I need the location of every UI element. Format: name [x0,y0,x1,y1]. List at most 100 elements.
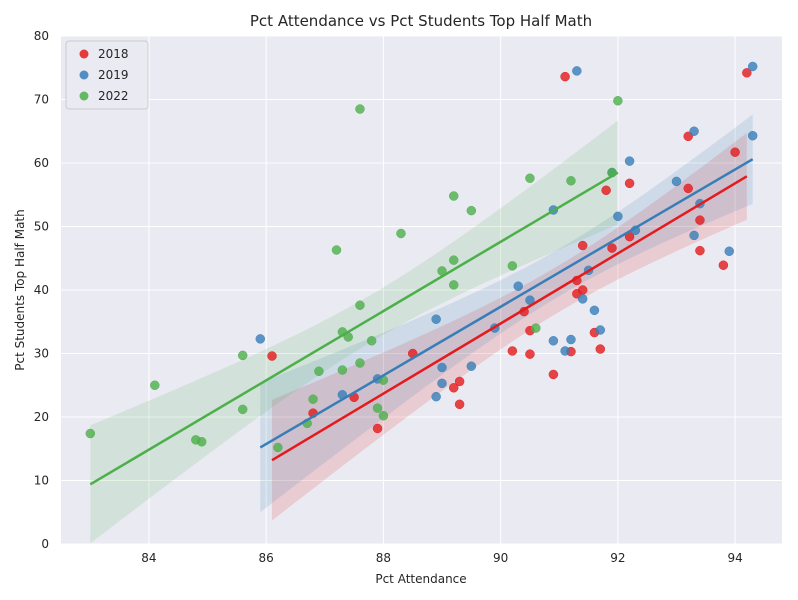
data-point-2022 [337,365,348,375]
x-axis-label: Pct Attendance [375,572,466,586]
data-point-2019 [431,314,441,324]
data-point-2019 [572,66,582,76]
data-point-2022 [613,96,623,106]
data-point-2019 [689,230,699,241]
data-point-2019 [595,325,606,335]
y-tick-label: 60 [34,156,49,170]
regression-line-2019 [259,158,754,449]
legend-marker-2018 [79,49,89,59]
x-tick-label: 90 [493,551,508,565]
legend-label-2018: 2018 [98,47,129,61]
y-tick-label: 40 [34,283,49,297]
data-point-2019 [437,362,447,373]
data-point-2018 [548,369,559,380]
data-point-2018 [730,147,740,157]
data-point-2018 [267,351,277,361]
data-point-2018 [624,178,635,189]
data-point-2019 [560,346,570,356]
data-point-2022 [237,404,248,415]
data-point-2022 [237,350,248,361]
y-tick-label: 70 [34,93,49,107]
data-point-2019 [437,378,447,389]
data-point-2018 [525,349,535,359]
data-point-2019 [548,336,559,346]
data-point-2022 [448,255,459,265]
data-point-2022 [273,442,283,453]
y-tick-label: 30 [34,347,49,361]
x-tick-label: 94 [727,551,742,565]
legend-marker-2022 [79,91,89,101]
data-point-2022 [150,380,160,390]
data-point-2019 [577,294,588,304]
legend-marker-2019 [79,70,89,80]
data-point-2022 [466,205,477,216]
legend-label-2019: 2019 [98,68,129,82]
data-point-2019 [566,334,576,345]
y-tick-label: 10 [34,474,49,488]
chart-title: Pct Attendance vs Pct Students Top Half … [250,12,592,30]
data-point-2022 [355,104,365,114]
legend-box [65,40,149,110]
data-point-2022 [448,191,459,201]
data-point-2019 [466,361,477,371]
y-axis-label: Pct Students Top Half Math [13,209,27,371]
data-point-2022 [355,358,365,368]
data-point-2019 [624,156,635,166]
data-point-2022 [507,261,518,271]
data-point-2018 [607,243,617,253]
x-tick-label: 88 [376,551,391,565]
data-point-2022 [525,173,535,183]
y-tick-labels: 0 10 20 30 40 50 60 70 80 [34,29,49,551]
data-point-2022 [331,245,342,255]
data-point-2022 [355,300,365,310]
confidence-band-2018 [272,132,747,521]
data-point-2018 [742,68,752,78]
data-point-2022 [378,410,389,421]
data-point-2018 [507,346,518,356]
y-tick-label: 80 [34,29,49,43]
data-point-2019 [747,61,758,72]
data-point-2018 [454,376,465,387]
data-point-2022 [396,228,406,239]
data-point-2018 [454,399,465,410]
data-point-2018 [448,383,459,393]
regression-lines [89,158,754,486]
x-tick-label: 84 [141,551,156,565]
data-point-2022 [372,403,383,413]
x-tick-labels: 84 86 88 90 92 94 [141,551,742,565]
data-point-2018 [695,215,705,225]
data-point-2022 [85,428,96,439]
x-tick-label: 92 [610,551,625,565]
data-point-2019 [589,305,600,316]
data-point-2018 [683,183,693,194]
data-point-2022 [308,394,318,404]
data-point-2018 [601,185,611,196]
data-point-2018 [577,240,588,251]
y-tick-label: 20 [34,410,49,424]
data-point-2019 [689,126,699,136]
data-point-2022 [366,336,377,346]
data-point-2022 [448,280,459,290]
y-tick-label: 50 [34,220,49,234]
data-point-2019 [255,334,266,344]
data-point-2019 [613,211,623,222]
legend: 2018 2019 2022 [65,40,149,110]
data-point-2019 [671,176,682,187]
data-point-2022 [566,176,576,186]
data-point-2019 [431,391,441,402]
data-point-2018 [718,260,729,270]
data-point-2019 [724,246,734,257]
legend-label-2022: 2022 [98,89,129,103]
data-point-2022 [314,366,324,377]
data-point-2018 [372,423,383,434]
x-tick-label: 86 [259,551,274,565]
data-point-2022 [196,437,207,447]
data-point-2022 [531,323,541,333]
y-tick-label: 0 [41,537,49,551]
regression-line-2022 [89,171,619,486]
data-point-2019 [747,130,758,141]
scatter-points [85,61,758,453]
confidence-band-2022 [90,120,618,544]
data-point-2018 [560,71,570,82]
